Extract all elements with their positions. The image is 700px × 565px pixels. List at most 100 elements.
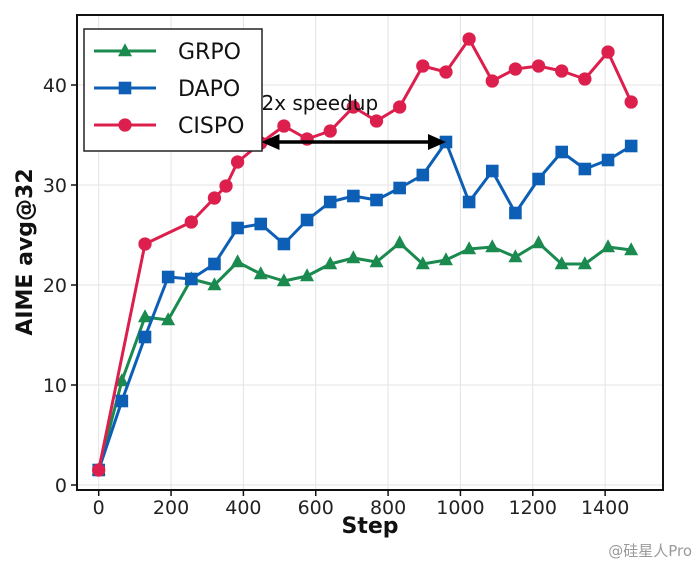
dapo-point [416, 168, 430, 182]
cispo-point [531, 59, 546, 73]
grpo-point [438, 252, 453, 266]
legend-item-dapo: DAPO [94, 77, 240, 102]
dapo-point [115, 394, 129, 408]
x-tick-label: 1200 [509, 497, 557, 519]
grpo-point [392, 235, 407, 249]
legend-item-cispo: CISPO [94, 114, 244, 139]
watermark: @硅星人Pro [608, 542, 692, 560]
dapo-point [462, 195, 476, 209]
grpo-point [323, 256, 338, 270]
y-tick-label: 0 [55, 475, 67, 497]
dapo-point [555, 145, 569, 159]
dapo-point [254, 217, 268, 231]
grpo-point [577, 256, 592, 270]
y-axis-ticks: 0 10 20 30 40 [43, 75, 77, 497]
grpo-point [624, 242, 639, 256]
dapo-point [509, 206, 522, 220]
grpo-point [346, 250, 361, 264]
speedup-arrow-head-left [261, 134, 280, 150]
speedup-arrow-head-right [427, 134, 446, 150]
x-axis-ticks: 0 200 400 600 800 1000 1200 1400 [93, 490, 629, 519]
legend-label: GRPO [178, 40, 241, 65]
legend-label: CISPO [178, 114, 244, 139]
dapo-point [300, 213, 314, 227]
grpo-point [369, 254, 384, 268]
y-tick-label: 20 [43, 275, 67, 297]
y-tick-label: 10 [43, 375, 67, 397]
grpo-point [114, 373, 129, 387]
x-tick-label: 200 [153, 497, 189, 519]
dapo-point [185, 272, 198, 286]
cispo-point [323, 124, 337, 138]
plot-frame [76, 14, 664, 491]
dapo-point [601, 153, 615, 167]
x-axis-title: Step [341, 514, 398, 539]
grpo-point [138, 309, 153, 323]
grpo-point [207, 277, 222, 291]
dapo-point [347, 189, 360, 203]
legend: GRPO DAPO CISPO [83, 28, 263, 152]
dapo-point [208, 257, 221, 271]
legend-marker-icon [118, 81, 132, 95]
grpo-point [554, 256, 569, 270]
cispo-point [138, 237, 152, 251]
dapo-point [231, 221, 244, 235]
dapo-point [138, 330, 152, 344]
cispo-point [439, 65, 453, 79]
grpo-point [415, 256, 430, 270]
grpo-point [508, 249, 523, 263]
cispo-point [230, 155, 245, 169]
cispo-point [578, 72, 592, 86]
y-tick-label: 30 [43, 175, 67, 197]
cispo-point [462, 32, 476, 46]
legend-marker-icon [118, 43, 132, 57]
x-tick-label: 400 [225, 497, 261, 519]
x-tick-label: 1000 [436, 497, 484, 519]
dapo-point [578, 162, 592, 176]
grpo-point [485, 239, 500, 253]
cispo-point [277, 119, 291, 133]
cispo-point [184, 215, 198, 229]
cispo-point [393, 100, 407, 114]
speedup-label: 2x speedup [261, 91, 378, 115]
x-tick-label: 1400 [581, 497, 629, 519]
legend-label: DAPO [178, 77, 240, 102]
legend-item-grpo: GRPO [94, 40, 241, 65]
grpo-point [462, 241, 477, 255]
grpo-point [161, 312, 176, 326]
cispo-point [555, 64, 569, 78]
dapo-point [323, 195, 337, 209]
grpo-point [276, 273, 291, 287]
grpo-point [253, 266, 268, 280]
x-tick-label: 0 [93, 497, 105, 519]
cispo-point [485, 74, 499, 88]
cispo-point [416, 59, 430, 73]
cispo-point [92, 463, 106, 477]
grpo-point [601, 239, 616, 253]
cispo-point [346, 100, 361, 114]
dapo-point [624, 139, 638, 153]
grpo-point [300, 268, 315, 282]
dapo-point [485, 164, 499, 178]
dapo-point [393, 181, 406, 195]
dapo-point [161, 270, 175, 284]
dapo-point [532, 172, 545, 186]
y-tick-label: 40 [43, 75, 67, 97]
cispo-point [601, 45, 615, 59]
series-dapo [92, 135, 638, 477]
x-tick-label: 600 [298, 497, 334, 519]
cispo-point [508, 62, 523, 76]
cispo-point [207, 191, 222, 205]
cispo-point [369, 114, 384, 128]
grpo-point [230, 254, 245, 268]
dapo-point [370, 193, 383, 207]
legend-marker-icon [118, 118, 132, 132]
cispo-point [219, 179, 233, 193]
dapo-point [277, 237, 291, 251]
cispo-point [624, 95, 638, 109]
legend-box [83, 28, 263, 152]
series-grpo [91, 235, 639, 476]
grpo-point [531, 235, 546, 249]
y-axis-title: AIME avg@32 [13, 168, 38, 335]
